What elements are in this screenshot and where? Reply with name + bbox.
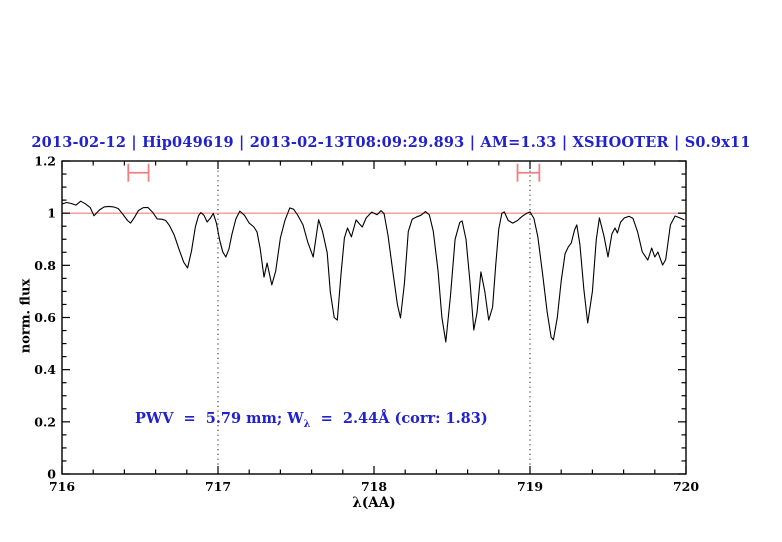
y-tick-label: 0.8 bbox=[34, 258, 56, 273]
pwv-annotation-suffix: = 2.44Å (corr: 1.83) bbox=[310, 410, 488, 427]
x-axis-label: λ(AA) bbox=[352, 495, 396, 511]
x-tick-label: 720 bbox=[673, 479, 699, 494]
plot-title: 2013-02-12 | Hip049619 | 2013-02-13T08:0… bbox=[31, 134, 751, 151]
y-tick-label: 1.2 bbox=[34, 154, 56, 169]
y-tick-label: 0.4 bbox=[34, 362, 56, 377]
y-tick-label: 0 bbox=[47, 467, 56, 482]
lambda-subscript: λ bbox=[303, 418, 311, 430]
x-tick-label: 718 bbox=[361, 479, 387, 494]
y-tick-label: 0.2 bbox=[34, 414, 56, 429]
x-tick-label: 716 bbox=[49, 479, 75, 494]
y-tick-label: 1 bbox=[47, 206, 56, 221]
y-axis-label: norm. flux bbox=[18, 278, 34, 354]
pwv-annotation: PWV = 5.79 mm; Wλ = 2.44Å (corr: 1.83) bbox=[135, 410, 488, 430]
y-tick-label: 0.6 bbox=[34, 310, 56, 325]
x-tick-label: 717 bbox=[205, 479, 231, 494]
pwv-annotation-prefix: PWV = 5.79 mm; W bbox=[135, 410, 304, 427]
spectrum-line bbox=[61, 200, 685, 343]
x-tick-label: 719 bbox=[517, 479, 543, 494]
